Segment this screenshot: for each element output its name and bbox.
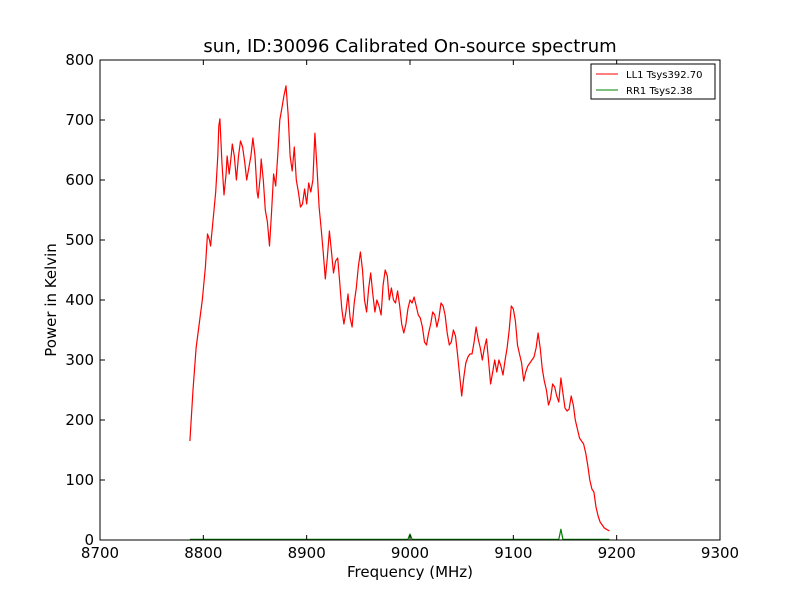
- x-tick-label: 8900: [288, 544, 326, 562]
- x-tick-label: 8700: [81, 544, 119, 562]
- chart-title: sun, ID:30096 Calibrated On-source spect…: [203, 36, 616, 57]
- legend-label-ll1: LL1 Tsys392.70: [626, 70, 702, 81]
- y-tick-label: 0: [84, 531, 94, 549]
- series-line-ll1: [189, 85, 610, 532]
- x-tick-label: 8800: [184, 544, 222, 562]
- series-line-rr1: [189, 528, 610, 541]
- y-tick-label: 100: [65, 471, 94, 489]
- legend-label-rr1: RR1 Tsys2.38: [626, 86, 693, 97]
- x-tick-label: 9100: [494, 544, 532, 562]
- y-tick-label: 600: [65, 171, 94, 189]
- series-layer: [189, 85, 610, 541]
- y-tick-label: 200: [65, 411, 94, 429]
- plot-frame: [99, 59, 721, 541]
- legend: LL1 Tsys392.70 RR1 Tsys2.38: [590, 63, 716, 100]
- legend-box: [590, 63, 716, 100]
- y-tick-label: 700: [65, 111, 94, 129]
- x-tick-label: 9300: [701, 544, 739, 562]
- x-axis-label: Frequency (MHz): [347, 563, 473, 581]
- x-tick-label: 9200: [598, 544, 636, 562]
- tick-layer: 8700 8800 8900 9000 9100 9200 9300 0 100 200 300 40…: [65, 51, 739, 562]
- x-tick-label: 9000: [391, 544, 429, 562]
- y-tick-label: 300: [65, 351, 94, 369]
- y-tick-label: 400: [65, 291, 94, 309]
- y-tick-label: 500: [65, 231, 94, 249]
- y-axis-label: Power in Kelvin: [42, 243, 60, 357]
- y-tick-label: 800: [65, 51, 94, 69]
